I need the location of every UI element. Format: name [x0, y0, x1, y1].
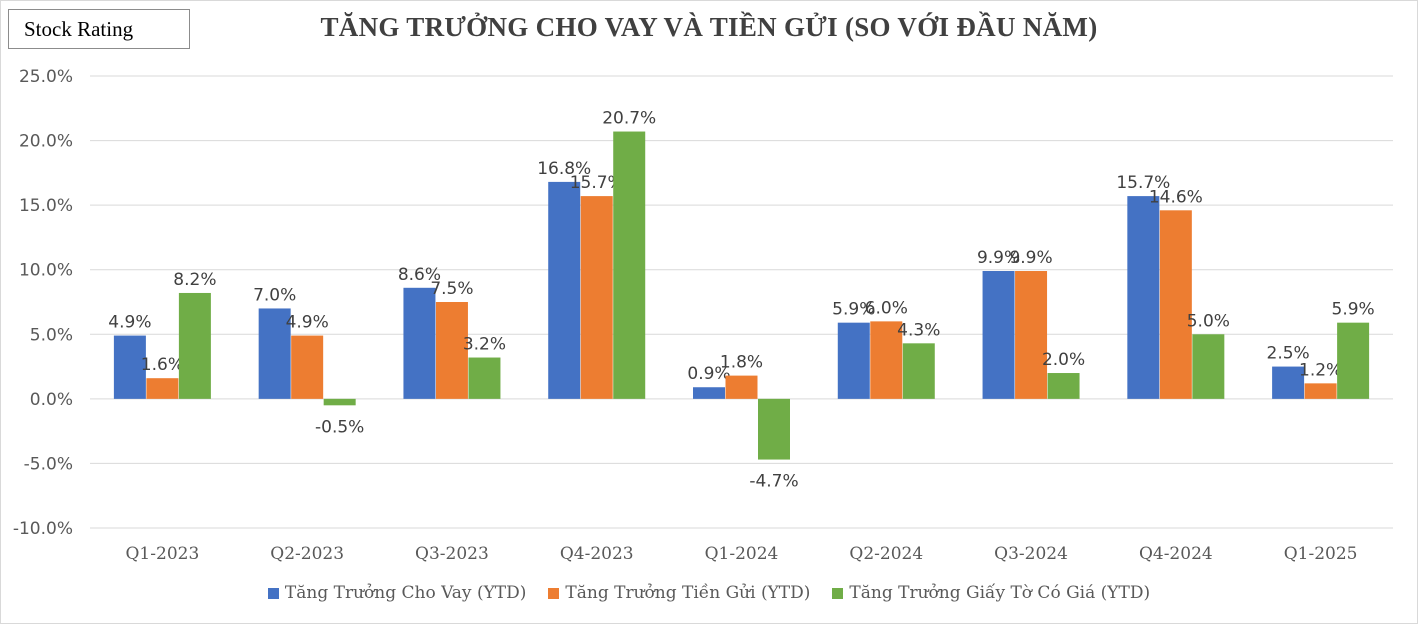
data-label: 5.9% — [832, 300, 875, 320]
x-tick-label: Q1-2023 — [126, 544, 200, 564]
bar — [870, 321, 903, 399]
x-tick-label: Q4-2024 — [1139, 544, 1213, 564]
bar — [1304, 383, 1337, 399]
bar — [982, 271, 1015, 399]
x-tick-label: Q3-2023 — [415, 544, 489, 564]
bar — [1192, 334, 1225, 399]
bar — [758, 398, 790, 460]
bar — [1127, 196, 1160, 399]
legend-item: Tăng Trưởng Tiền Gửi (YTD) — [548, 583, 810, 603]
data-label: -4.7% — [749, 472, 798, 492]
x-tick-label: Q2-2023 — [270, 544, 344, 564]
bar — [1159, 210, 1192, 399]
chart-legend: Tăng Trưởng Cho Vay (YTD) Tăng Trưởng Tiề… — [0, 583, 1418, 603]
data-label: 3.2% — [463, 335, 506, 355]
data-label: 2.5% — [1267, 344, 1310, 364]
bar — [146, 378, 179, 399]
legend-swatch — [832, 587, 844, 599]
bar — [323, 398, 356, 406]
legend-label: Tăng Trưởng Cho Vay (YTD) — [284, 583, 527, 603]
data-label: 8.6% — [398, 265, 441, 285]
data-label: 9.9% — [1009, 248, 1052, 268]
bar — [1047, 373, 1080, 399]
bar — [548, 181, 581, 399]
chart-title: TĂNG TRƯỞNG CHO VAY VÀ TIỀN GỬI (SO VỚI … — [320, 12, 1098, 42]
data-label: 7.0% — [253, 285, 296, 305]
y-tick-label: 0.0% — [30, 390, 73, 410]
data-label: 5.9% — [1332, 300, 1375, 320]
bar — [613, 131, 646, 399]
bar — [725, 375, 758, 399]
x-tick-label: Q1-2024 — [705, 544, 779, 564]
bar — [837, 322, 870, 399]
bar — [403, 287, 436, 399]
data-label: 9.9% — [977, 248, 1020, 268]
data-label: 1.6% — [141, 355, 184, 375]
legend-item: Tăng Trưởng Cho Vay (YTD) — [267, 583, 527, 603]
legend-item: Tăng Trưởng Giấy Tờ Có Giá (YTD) — [832, 583, 1150, 603]
data-label: 16.8% — [537, 159, 591, 179]
data-label: 14.6% — [1149, 187, 1203, 207]
legend-label: Tăng Trưởng Giấy Tờ Có Giá (YTD) — [849, 583, 1151, 603]
data-label: 1.2% — [1299, 360, 1342, 380]
data-label: 4.3% — [897, 320, 940, 340]
bar — [902, 343, 935, 399]
y-tick-label: 25.0% — [19, 67, 73, 87]
x-tick-label: Q4-2023 — [560, 544, 634, 564]
x-tick-label: Q1-2025 — [1284, 544, 1358, 564]
x-tick-label: Q2-2024 — [849, 544, 923, 564]
bar — [258, 308, 291, 399]
data-label: 15.7% — [1116, 173, 1170, 193]
y-tick-label: 10.0% — [19, 261, 73, 281]
data-label: 5.0% — [1187, 311, 1230, 331]
data-label: 4.9% — [286, 313, 329, 333]
bar — [178, 292, 211, 399]
legend-label: Tăng Trưởng Tiền Gửi (YTD) — [565, 583, 811, 603]
data-label: 4.9% — [108, 313, 151, 333]
bar — [1272, 366, 1305, 399]
stock-rating-badge: Stock Rating — [8, 9, 190, 49]
y-tick-label: 5.0% — [30, 325, 73, 345]
data-label: 20.7% — [602, 109, 656, 129]
legend-swatch — [267, 587, 279, 599]
data-label: -0.5% — [315, 417, 364, 437]
data-label: 6.0% — [865, 298, 908, 318]
data-label: 0.9% — [687, 364, 730, 384]
data-label: 7.5% — [430, 279, 473, 299]
legend-swatch — [548, 587, 560, 599]
bar — [580, 196, 613, 399]
x-tick-label: Q3-2024 — [994, 544, 1068, 564]
bar — [1337, 322, 1370, 399]
data-label: 1.8% — [720, 353, 763, 373]
bar — [693, 387, 725, 399]
y-tick-label: -10.0% — [13, 519, 73, 539]
bar — [435, 302, 468, 399]
bar — [113, 335, 146, 399]
data-label: 15.7% — [570, 173, 624, 193]
data-label: 8.2% — [173, 270, 216, 290]
y-tick-label: 15.0% — [19, 196, 73, 216]
bar — [291, 335, 324, 399]
data-label: 2.0% — [1042, 350, 1085, 370]
bar — [1015, 271, 1048, 399]
bar — [468, 357, 501, 399]
y-tick-label: -5.0% — [24, 454, 73, 474]
y-tick-label: 20.0% — [19, 132, 73, 152]
